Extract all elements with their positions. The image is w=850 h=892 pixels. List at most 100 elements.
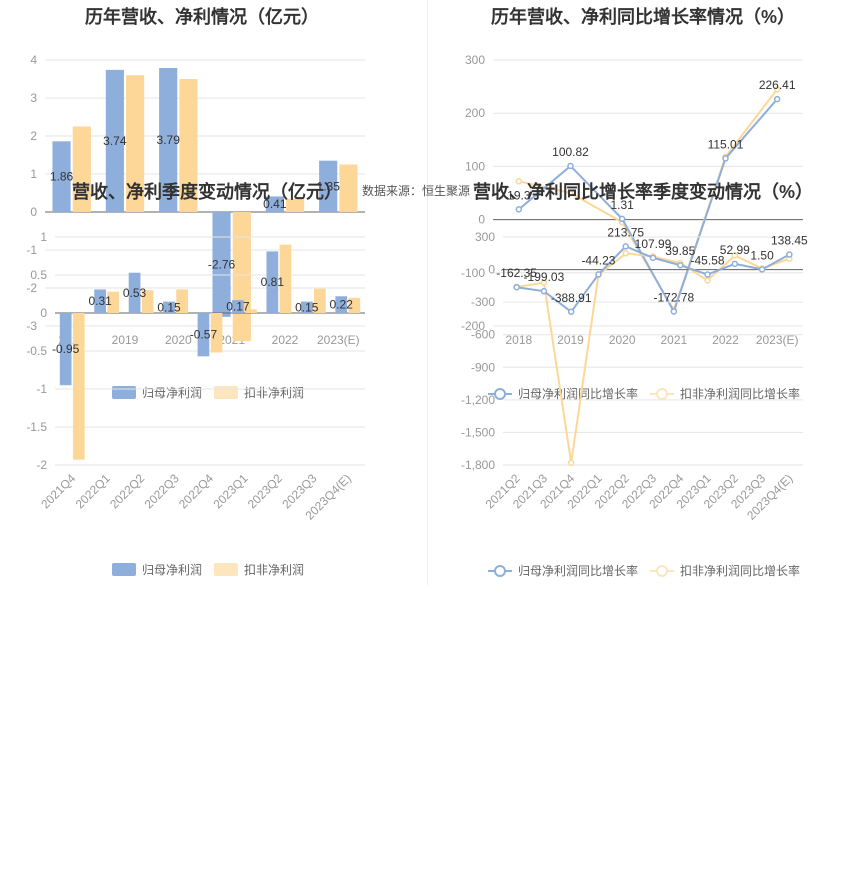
- annual-growth-title: 历年营收、净利同比增长率情况（%）: [491, 7, 796, 27]
- quarter-amount-title: 营收、净利季度变动情况（亿元）: [72, 182, 342, 202]
- data-label: 0.31: [88, 294, 112, 308]
- legend-label: 扣非净利润: [244, 563, 305, 577]
- series-line: [516, 252, 790, 463]
- data-label: 19.3: [507, 188, 531, 202]
- x-tick-label: 2022Q2: [107, 471, 147, 511]
- data-point: [567, 459, 575, 467]
- bar: [107, 291, 120, 313]
- data-label: 115.01: [708, 137, 744, 151]
- bar: [52, 141, 71, 212]
- y-tick-label: -1: [26, 243, 37, 257]
- bar: [319, 160, 338, 212]
- data-point: [704, 277, 711, 284]
- data-point: [540, 287, 548, 295]
- x-tick-label: 2022: [712, 333, 739, 347]
- y-tick-label: 0: [30, 205, 37, 219]
- legend-swatch-orange: [214, 563, 239, 576]
- data-label: 52.99: [720, 243, 750, 257]
- y-tick-label: 1: [30, 167, 37, 181]
- y-tick-label: -1,800: [461, 458, 495, 472]
- data-label: 0.41: [263, 197, 287, 211]
- series-line: [518, 98, 778, 314]
- data-label: 1.86: [50, 170, 74, 184]
- bar: [286, 198, 305, 212]
- y-tick-label: -900: [471, 360, 495, 374]
- annual-amount-title: 历年营收、净利情况（亿元）: [85, 7, 319, 27]
- data-label: 0.22: [330, 298, 354, 312]
- bar: [348, 297, 361, 313]
- bar: [72, 126, 91, 212]
- bar: [72, 313, 85, 460]
- annual-growth-legend: 归母净利润同比增长率 扣非净利润同比增长率: [488, 385, 812, 402]
- data-label: 1.35: [317, 179, 341, 193]
- legend-item-net-growth[interactable]: 归母净利润同比增长率: [488, 562, 638, 579]
- y-tick-label: -0.5: [26, 344, 47, 358]
- bar: [176, 289, 188, 313]
- legend-item-deducted-growth[interactable]: 扣非净利润同比增长率: [650, 385, 800, 402]
- y-tick-label: 300: [475, 230, 495, 244]
- quarter-growth-legend: 归母净利润同比增长率 扣非净利润同比增长率: [488, 562, 812, 579]
- data-label: -44.23: [581, 253, 615, 267]
- data-point: [622, 243, 629, 250]
- data-label: 107.99: [635, 237, 672, 251]
- legend-item-deducted-profit[interactable]: 扣非净利润: [214, 561, 304, 578]
- bar: [128, 272, 141, 313]
- quarter-amount-chart: 营收、净利季度变动情况（亿元） 1 0.5 0 -0.5 -1 -1.5 -2 2021Q4 2…: [0, 175, 427, 585]
- bar: [179, 79, 198, 212]
- data-label: 138.45: [771, 234, 808, 248]
- data-label: 100.82: [552, 145, 589, 159]
- data-point: [595, 271, 602, 278]
- legend-label: 归母净利润同比增长率: [518, 387, 639, 401]
- data-point: [513, 283, 520, 291]
- data-point: [567, 162, 574, 170]
- legend-item-net-growth[interactable]: 归母净利润同比增长率: [488, 385, 638, 402]
- bar: [300, 301, 313, 313]
- y-tick-label: 100: [465, 159, 485, 173]
- bar: [159, 67, 178, 212]
- bar: [265, 196, 284, 212]
- bar: [232, 300, 244, 313]
- bar: [339, 164, 358, 212]
- y-tick-label: -3: [26, 319, 37, 333]
- data-label: -2.76: [208, 257, 236, 271]
- annual-amount-chart: 历年营收、净利情况（亿元） 4 3 2 1 0 -1 -2 -3 2018 2019 2020 202…: [0, 0, 427, 420]
- quarter-amount-plot: 10.50-0.5-1-1.5-22021Q42022Q12022Q22022Q…: [26, 230, 365, 523]
- bar: [279, 244, 292, 313]
- y-tick-label: -2: [36, 458, 47, 472]
- bar: [94, 289, 106, 313]
- y-tick-label: -200: [461, 319, 485, 333]
- y-tick-label: 4: [30, 53, 37, 67]
- x-tick-label: 2019: [557, 333, 584, 347]
- annual-growth-chart: 历年营收、净利同比增长率情况（%） 300 200 100 0 -100 -200 2018…: [428, 0, 850, 420]
- y-tick-label: -1,500: [461, 425, 495, 439]
- data-point: [622, 250, 629, 257]
- data-label: 213.75: [607, 225, 644, 239]
- data-point: [731, 260, 739, 268]
- data-point: [567, 308, 575, 316]
- x-tick-label: 2019: [112, 333, 139, 347]
- data-label: 0.15: [157, 300, 181, 314]
- data-label: -0.57: [190, 328, 218, 342]
- data-point: [649, 254, 657, 262]
- data-label: -45.58: [691, 254, 725, 268]
- data-label: 1.50: [750, 248, 774, 262]
- bar: [59, 313, 72, 386]
- data-point: [540, 279, 548, 286]
- bar: [126, 75, 145, 212]
- legend-item-deducted-growth[interactable]: 扣非净利润同比增长率: [650, 562, 800, 579]
- y-tick-label: -100: [461, 266, 485, 280]
- data-point: [773, 95, 781, 103]
- legend-item-net-profit[interactable]: 归母净利润: [112, 561, 202, 578]
- data-source: 数据来源：恒生聚源: [362, 184, 471, 198]
- y-tick-label: 2: [30, 129, 37, 143]
- x-tick-label: 2021Q4: [38, 471, 78, 511]
- data-label: -388.91: [551, 291, 592, 305]
- data-point: [773, 86, 781, 93]
- x-tick-label: 2022Q3: [142, 471, 182, 511]
- bar: [197, 313, 210, 357]
- bar: [335, 296, 348, 313]
- y-tick-label: 300: [465, 53, 485, 67]
- data-label: 0.17: [226, 300, 250, 314]
- bar: [163, 301, 175, 313]
